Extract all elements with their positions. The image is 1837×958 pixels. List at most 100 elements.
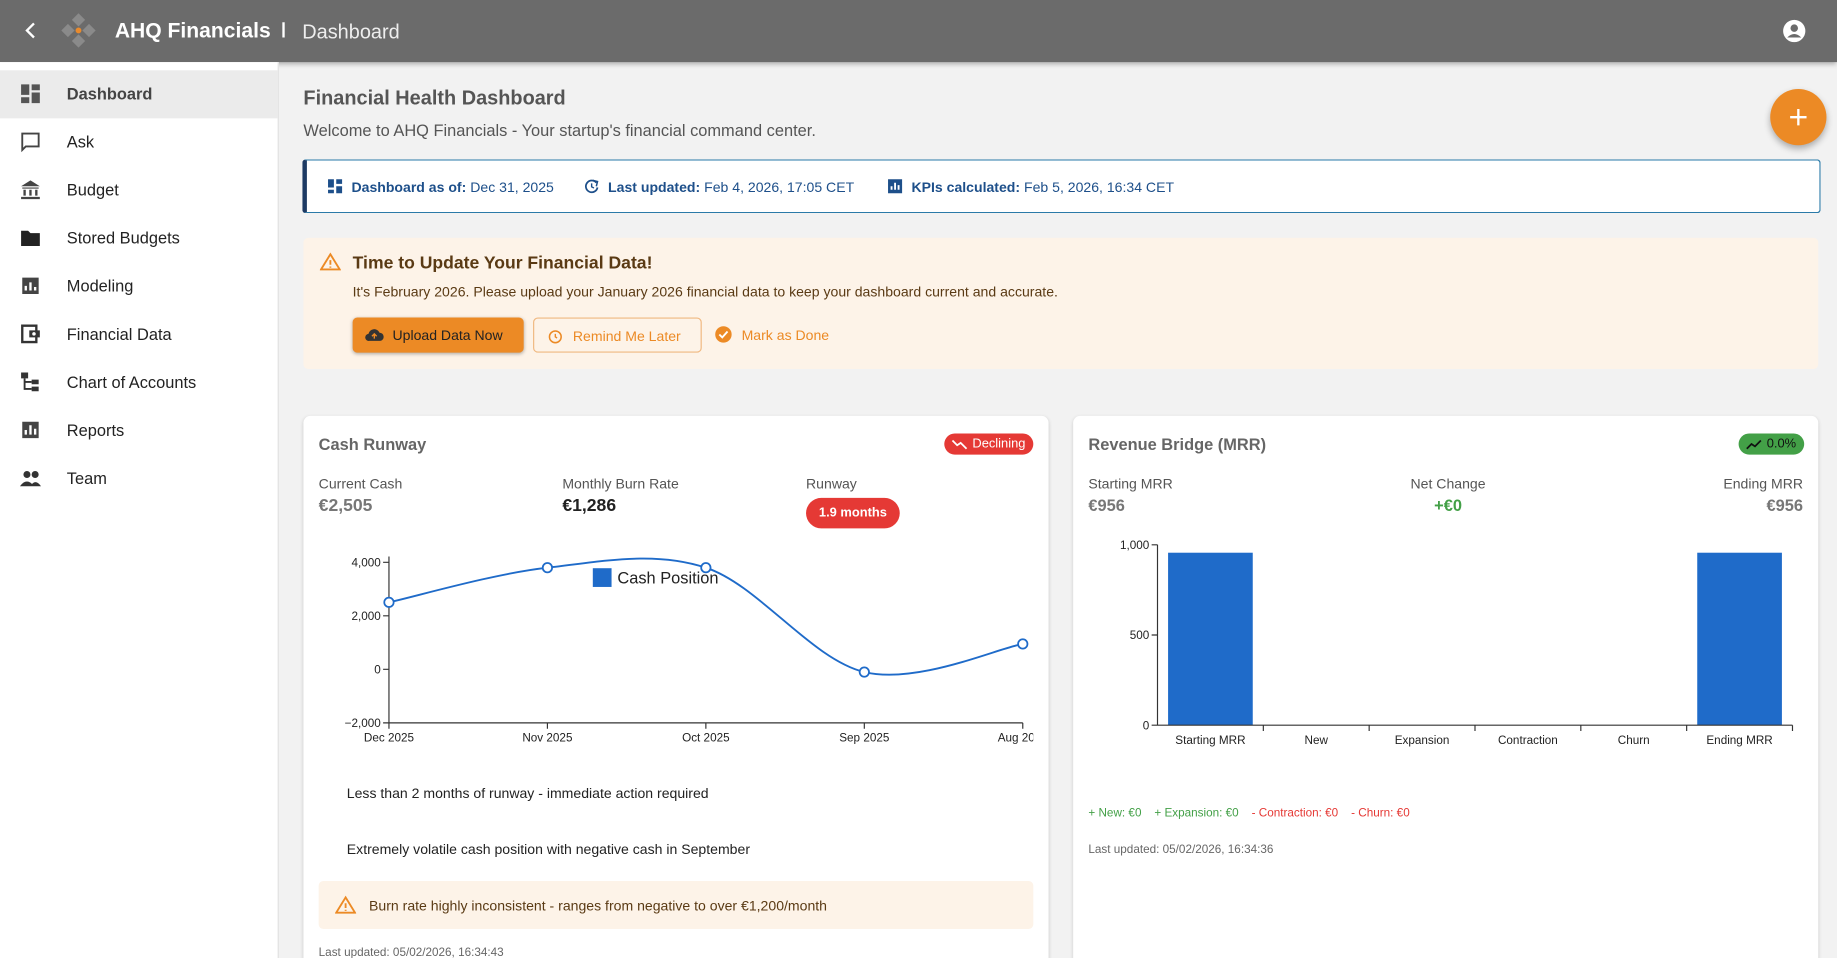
point bbox=[858, 666, 870, 678]
status-badge: Declining bbox=[944, 433, 1034, 455]
card-title: Cash Runway bbox=[318, 434, 427, 454]
button-label: Upload Data Now bbox=[392, 326, 503, 344]
bar bbox=[1697, 552, 1782, 726]
page-subtitle: Welcome to AHQ Financials - Your startup… bbox=[303, 120, 816, 140]
x-tick-label: Expansion bbox=[1395, 734, 1450, 747]
x-tick-label: Sep 2025 bbox=[839, 732, 890, 745]
metric-label: Ending MRR bbox=[1723, 475, 1804, 493]
x-tick-label: Starting MRR bbox=[1175, 734, 1245, 747]
note: Less than 2 months of runway - immediate… bbox=[346, 784, 709, 802]
x-tick-label: New bbox=[1305, 734, 1329, 747]
point bbox=[541, 562, 553, 574]
x-tick-label: Churn bbox=[1618, 734, 1650, 747]
nav-label: Budget bbox=[66, 180, 119, 200]
info-icon bbox=[585, 179, 599, 194]
sidebar: Dashboard Ask Budget Stored Budgets Modeling… bbox=[0, 62, 279, 958]
nav-item[interactable]: Chart of Accounts bbox=[0, 358, 278, 406]
nav-icon bbox=[21, 132, 40, 153]
breakdown: + New: €0 + Expansion: €0 - Contraction: €… bbox=[1088, 807, 1409, 820]
revenue-bridge-card: Revenue Bridge (MRR) 0.0% Starting MRR €… bbox=[1073, 415, 1819, 958]
metric-value: +€0 bbox=[1434, 495, 1462, 515]
nav-label: Team bbox=[66, 468, 107, 488]
info-value: Feb 4, 2026, 17:05 CET bbox=[704, 179, 855, 196]
x-tick-label: Aug 2025 bbox=[998, 732, 1034, 745]
runway-badge: 1.9 months bbox=[806, 497, 900, 529]
nav-item[interactable]: Team bbox=[0, 455, 278, 503]
metric-label: Current Cash bbox=[318, 475, 403, 493]
nav-item[interactable]: Stored Budgets bbox=[0, 214, 278, 262]
card-title: Revenue Bridge (MRR) bbox=[1088, 434, 1267, 454]
point bbox=[700, 562, 712, 574]
top-bar: AHQ Financials Dashboard bbox=[0, 0, 1837, 63]
metric-value: €956 bbox=[1766, 495, 1804, 515]
metric-value: €2,505 bbox=[318, 495, 373, 516]
info-value: Feb 5, 2026, 16:34 CET bbox=[1023, 179, 1175, 196]
back-button[interactable] bbox=[21, 20, 42, 41]
nav-icon bbox=[21, 84, 40, 104]
info-item: Last updated: Feb 4, 2026, 17:05 CET bbox=[583, 178, 854, 196]
button-label: Remind Me Later bbox=[572, 328, 681, 345]
metric-label: Starting MRR bbox=[1088, 475, 1173, 493]
y-tick-label: 0 bbox=[374, 663, 381, 676]
last-updated: Last updated: 05/02/2026, 16:34:36 bbox=[1088, 843, 1274, 857]
nav-label: Chart of Accounts bbox=[66, 372, 197, 392]
x-tick-label: Dec 2025 bbox=[364, 732, 415, 745]
info-icon bbox=[888, 179, 903, 194]
remind-button[interactable]: Remind Me Later bbox=[533, 317, 702, 353]
nav-icon bbox=[21, 372, 39, 392]
last-updated: Last updated: 05/02/2026, 16:34:43 bbox=[318, 946, 504, 958]
done-button[interactable]: Mark as Done bbox=[713, 322, 854, 350]
add-button[interactable] bbox=[1770, 89, 1827, 146]
nav-label: Financial Data bbox=[66, 324, 172, 344]
page-name: Dashboard bbox=[302, 21, 400, 44]
y-tick-label: 4,000 bbox=[351, 556, 381, 569]
badge-text: 0.0% bbox=[1766, 436, 1797, 452]
nav-icon bbox=[19, 470, 42, 487]
nav-item[interactable]: Dashboard bbox=[0, 70, 278, 119]
cash-runway-card: Cash Runway Declining Current Cash €2,50… bbox=[303, 415, 1049, 958]
nav-item[interactable]: Reports bbox=[0, 407, 278, 455]
breakdown-item: - Churn: €0 bbox=[1351, 807, 1410, 821]
breakdown-item: + New: €0 bbox=[1088, 807, 1142, 821]
nav-icon bbox=[21, 230, 40, 247]
breakdown-item: - Contraction: €0 bbox=[1251, 807, 1339, 821]
info-icon bbox=[328, 179, 343, 194]
info-label: Dashboard as of: bbox=[351, 179, 467, 196]
alert-title: Time to Update Your Financial Data! bbox=[352, 253, 653, 273]
status-badge: 0.0% bbox=[1738, 433, 1805, 455]
y-tick-label: 1,000 bbox=[1120, 539, 1150, 552]
nav-item[interactable]: Budget bbox=[0, 166, 278, 214]
metric-value: €1,286 bbox=[562, 495, 617, 516]
button-label: Mark as Done bbox=[741, 326, 830, 344]
y-tick-label: 500 bbox=[1130, 629, 1150, 642]
metric-label: Monthly Burn Rate bbox=[562, 475, 679, 493]
divider bbox=[282, 22, 285, 38]
info-label: KPIs calculated: bbox=[911, 179, 1021, 196]
point bbox=[383, 596, 395, 608]
metric-value: €956 bbox=[1088, 495, 1125, 515]
logo bbox=[61, 13, 96, 48]
metric-label: Net Change bbox=[1410, 475, 1486, 493]
legend-swatch bbox=[592, 568, 612, 587]
info-value: Dec 31, 2025 bbox=[470, 179, 554, 196]
nav-item[interactable]: Modeling bbox=[0, 262, 278, 310]
breakdown-item: + Expansion: €0 bbox=[1154, 807, 1239, 821]
nav-label: Ask bbox=[66, 132, 95, 152]
nav-item[interactable]: Ask bbox=[0, 118, 278, 166]
info-item: Dashboard as of: Dec 31, 2025 bbox=[327, 178, 554, 196]
nav-item[interactable]: Financial Data bbox=[0, 310, 278, 358]
account-button[interactable] bbox=[1782, 19, 1807, 44]
nav-label: Reports bbox=[66, 420, 125, 440]
nav-icon bbox=[22, 421, 39, 439]
y-tick-label: −2,000 bbox=[345, 717, 382, 730]
note: Extremely volatile cash position with ne… bbox=[346, 841, 751, 858]
nav-label: Stored Budgets bbox=[66, 228, 180, 248]
metric-label: Runway bbox=[806, 475, 857, 493]
nav-label: Dashboard bbox=[66, 84, 153, 104]
info-bar: Dashboard as of: Dec 31, 2025 Last update… bbox=[302, 159, 1821, 214]
alert-message: It's February 2026. Please upload your J… bbox=[352, 283, 1058, 300]
upload-button[interactable]: Upload Data Now bbox=[352, 317, 524, 353]
legend-label: Cash Position bbox=[617, 569, 718, 587]
